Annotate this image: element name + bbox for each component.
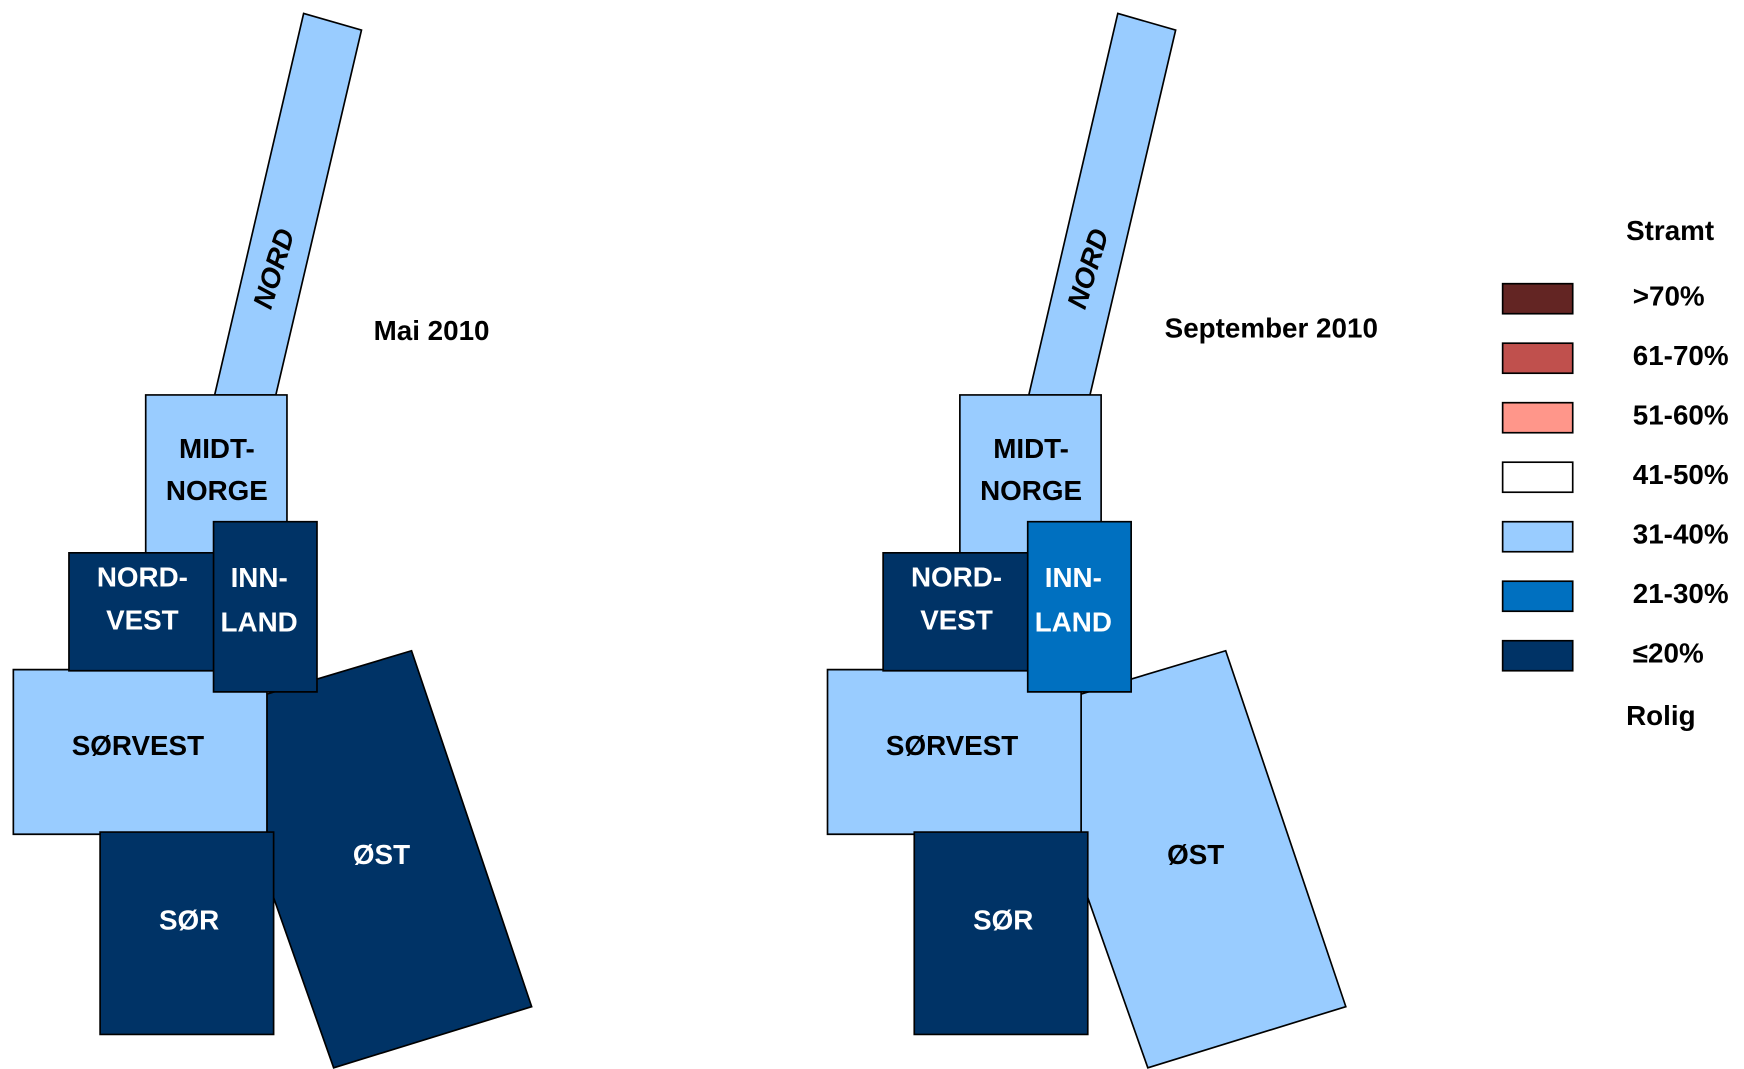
legend-swatch: [1501, 520, 1574, 553]
region-label: SØRVEST: [886, 730, 1018, 761]
region-label: SØR: [973, 904, 1033, 935]
region: [99, 831, 275, 1036]
legend-label: 61-70%: [1633, 340, 1729, 371]
region: [913, 831, 1089, 1036]
legend-top: Stramt: [1626, 215, 1714, 246]
legend-swatch: [1501, 461, 1574, 494]
legend-swatch: [1501, 282, 1574, 315]
region: [213, 12, 363, 396]
region-label: SØRVEST: [72, 730, 204, 761]
legend-label: >70%: [1633, 280, 1705, 311]
region: [212, 520, 318, 693]
region-label: LAND: [221, 606, 298, 637]
region-label: NORGE: [980, 475, 1082, 506]
legend-swatch: [1501, 639, 1574, 672]
region-label: NORD-: [97, 561, 188, 592]
region-label: VEST: [106, 605, 179, 636]
legend-label: 51-60%: [1633, 400, 1729, 431]
region: [1027, 12, 1177, 396]
legend-label: 21-30%: [1633, 578, 1729, 609]
region-label: MIDT-: [179, 433, 255, 464]
region: [1026, 520, 1132, 693]
region-label: VEST: [920, 605, 993, 636]
legend-swatch: [1501, 580, 1574, 613]
region-label: SØR: [159, 904, 219, 935]
region-label: INN-: [231, 562, 288, 593]
map-title: September 2010: [1165, 313, 1378, 344]
region-label: ØST: [1167, 839, 1224, 870]
region-label: LAND: [1035, 606, 1112, 637]
legend-swatch: [1501, 342, 1574, 375]
legend-bottom: Rolig: [1626, 700, 1695, 731]
legend-label: 41-50%: [1633, 459, 1729, 490]
region-label: MIDT-: [993, 433, 1069, 464]
legend-swatch: [1501, 401, 1574, 434]
region-label: NORD-: [911, 561, 1002, 592]
region-label: INN-: [1045, 562, 1102, 593]
legend-label: ≤20%: [1633, 638, 1704, 669]
map-title: Mai 2010: [374, 315, 490, 346]
region-label: NORGE: [166, 475, 268, 506]
legend-label: 31-40%: [1633, 519, 1729, 550]
region-label: ØST: [353, 839, 410, 870]
